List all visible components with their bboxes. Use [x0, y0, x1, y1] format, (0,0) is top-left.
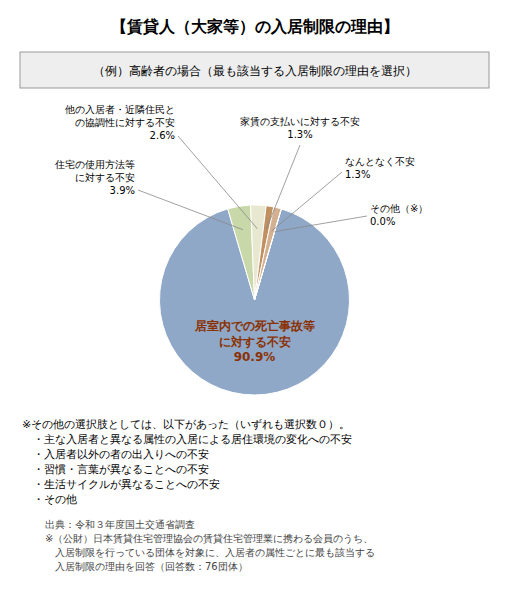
- source: 入居制限の理由を回答（回答数：76団体）: [45, 561, 248, 572]
- data-label: 0.0%: [370, 216, 395, 227]
- data-label: 2.6%: [150, 130, 175, 141]
- data-label: 1.3%: [345, 169, 370, 180]
- leader-line: [275, 216, 367, 232]
- footnote: ・主な入居者と異なる属性の入居による居住環境の変化への不安: [22, 433, 352, 446]
- slice-label: その他（※）: [370, 203, 428, 214]
- data-label: 90.9%: [234, 350, 276, 364]
- pie: [160, 205, 350, 395]
- data-label: 3.9%: [110, 185, 135, 196]
- chart: 【賃貸人（大家等）の入居制限の理由】 （例）高齢者の場合（最も該当する入居制限の理…: [0, 0, 509, 600]
- slice: [255, 209, 282, 300]
- source: 出典：令和３年度国土交通省調査: [45, 519, 195, 530]
- title: 【賃貸人（大家等）の入居制限の理由】: [111, 17, 399, 36]
- footnote: ・入居者以外の者の出入りへの不安: [22, 448, 209, 461]
- footnote: ※その他の選択肢としては、以下があった（いずれも選択数０）。: [22, 418, 350, 431]
- leader-line: [138, 190, 243, 230]
- subtitle: （例）高齢者の場合（最も該当する入居制限の理由を選択）: [93, 64, 417, 78]
- slice: [228, 205, 255, 300]
- footnote: ・生活サイクルが異なることへの不安: [22, 478, 220, 491]
- leader-line: [266, 145, 300, 230]
- slice-label: なんとなく不安: [345, 156, 415, 167]
- footnote: ・習慣・言葉が異なることへの不安: [22, 463, 209, 476]
- slice-label: 住宅の使用方法等に対する不安: [55, 159, 135, 183]
- slice-label: 家賃の支払いに対する不安: [240, 116, 360, 127]
- slice-label: 居室内での死亡事故等に対する不安: [194, 319, 315, 349]
- source: 入居制限を行っている団体を対象に、入居者の属性ごとに最も該当する: [45, 547, 375, 558]
- leader-line: [178, 136, 257, 229]
- subtitle-box: [20, 52, 489, 88]
- source: ※（公財）日本賃貸住宅管理協会の賃貸住宅管理業に携わる会員のうち、: [45, 533, 373, 544]
- footnote: ・その他: [22, 493, 77, 506]
- slice-label: 他の入居者・近隣住民との協調性に対する不安: [65, 104, 175, 128]
- slice: [255, 207, 282, 300]
- data-label: 1.3%: [287, 129, 312, 140]
